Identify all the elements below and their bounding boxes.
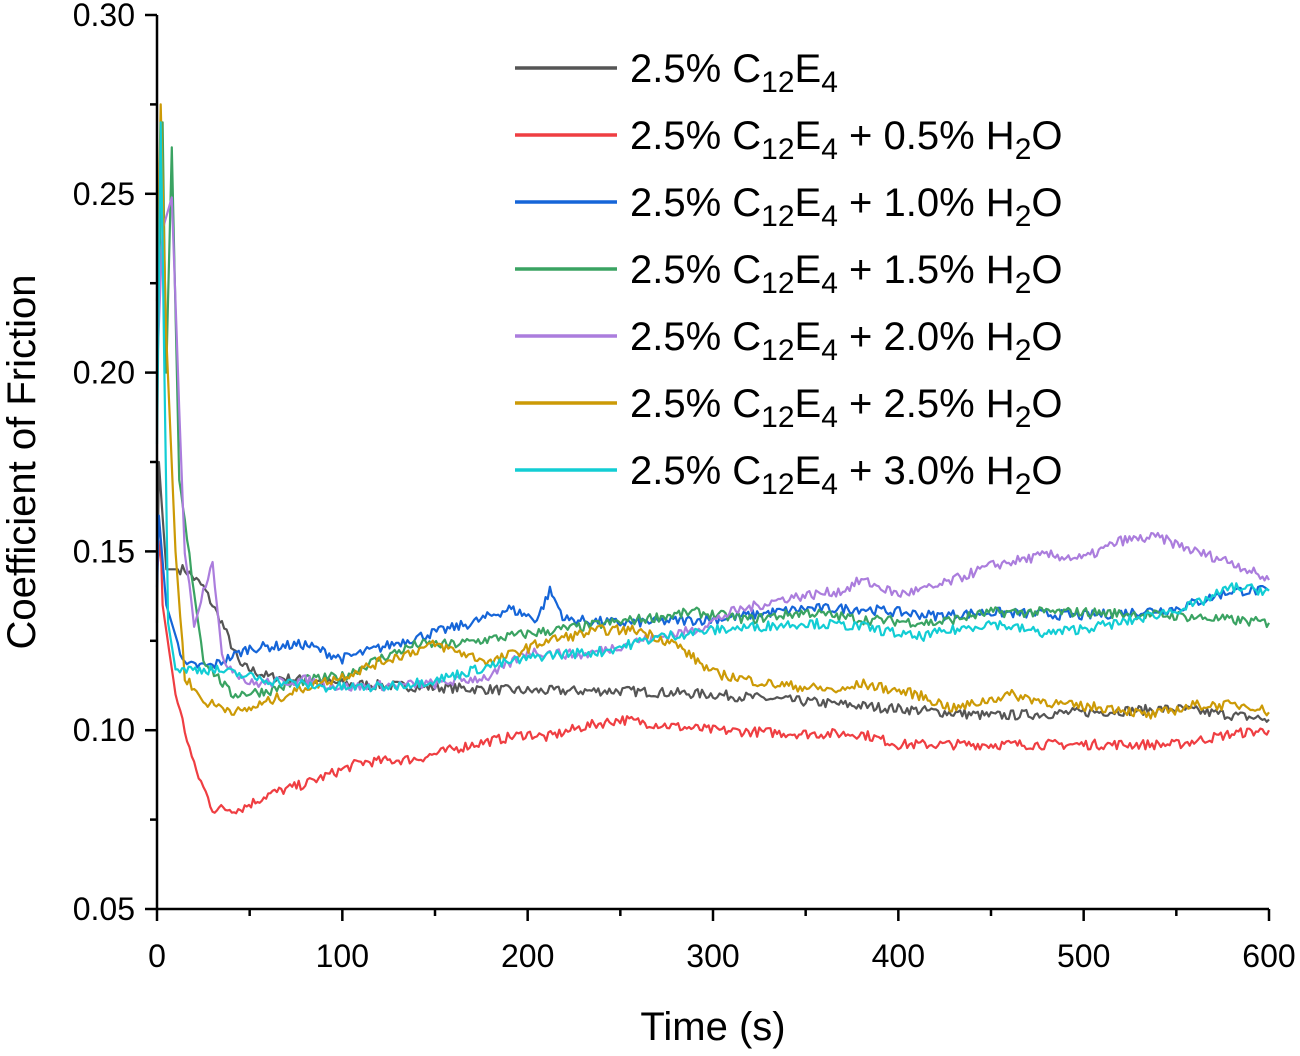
series-line-1: [155, 539, 1270, 815]
legend-label: 2.5% C12E4 + 0.5% H2O: [630, 114, 1063, 166]
series-line-2: [155, 514, 1270, 670]
legend-label: 2.5% C12E4 + 1.5% H2O: [630, 248, 1063, 300]
x-axis-title: Time (s): [640, 1005, 785, 1049]
y-axis-title: Coefficient of Friction: [0, 275, 44, 650]
x-tick-label: 500: [1057, 938, 1110, 974]
legend-label: 2.5% C12E4: [630, 47, 838, 99]
y-tick-label: 0.25: [73, 176, 135, 212]
y-tick-label: 0.15: [73, 533, 135, 569]
x-tick-label: 0: [148, 938, 166, 974]
y-tick-label: 0.10: [73, 712, 135, 748]
series-line-5: [155, 103, 1270, 720]
y-tick-label: 0.20: [73, 355, 135, 391]
x-tick-label: 300: [686, 938, 739, 974]
x-tick-label: 100: [316, 938, 369, 974]
x-tick-label: 200: [501, 938, 554, 974]
legend-label: 2.5% C12E4 + 2.0% H2O: [630, 315, 1063, 367]
series-layer: [155, 103, 1270, 815]
ticks: 0 100 200 300 400 500 600 0.05 0.10 0.15 0.20 0.25 0…: [73, 0, 1296, 974]
y-tick-label: 0.05: [73, 891, 135, 927]
x-tick-label: 600: [1242, 938, 1295, 974]
x-tick-label: 400: [872, 938, 925, 974]
series-line-6: [155, 121, 1270, 693]
legend-label: 2.5% C12E4 + 2.5% H2O: [630, 382, 1063, 434]
y-tick-label: 0.30: [73, 0, 135, 33]
legend-label: 2.5% C12E4 + 1.0% H2O: [630, 181, 1063, 233]
legend-label: 2.5% C12E4 + 3.0% H2O: [630, 449, 1063, 501]
legend: 2.5% C12E4 2.5% C12E4 + 0.5% H2O 2.5% C12E…: [515, 47, 1063, 501]
